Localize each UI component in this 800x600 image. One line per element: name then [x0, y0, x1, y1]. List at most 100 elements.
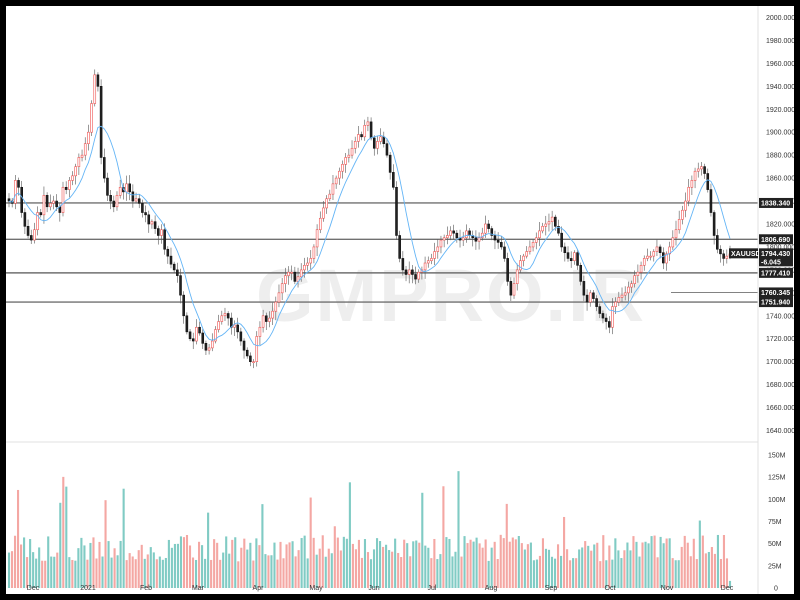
price-tick-label: 1880.000: [766, 153, 794, 160]
volume-bar: [179, 536, 183, 588]
candle-up: [315, 229, 319, 248]
volume-bar: [339, 550, 342, 588]
volume-bar: [641, 542, 644, 588]
candle-up: [309, 258, 313, 264]
candle-up: [14, 180, 17, 204]
volume-bar: [632, 536, 635, 588]
candle-down: [395, 186, 398, 236]
volume-bar: [80, 537, 83, 588]
candle-down: [703, 166, 706, 174]
volume-tick-label: 150M: [768, 452, 786, 459]
volume-bar: [216, 542, 219, 588]
volume-bar: [95, 558, 98, 588]
volume-bar: [351, 543, 354, 588]
candle-up: [693, 170, 697, 181]
candle-up: [93, 74, 97, 104]
time-tick-label: Dec: [721, 585, 734, 592]
volume-bar: [394, 538, 397, 588]
candle-down: [372, 137, 376, 149]
volume-bar: [176, 543, 179, 588]
candle-down: [99, 86, 103, 158]
volume-bar: [252, 560, 255, 588]
volume-bar: [379, 541, 382, 588]
candle-down: [604, 317, 608, 322]
volume-bar: [478, 543, 481, 588]
time-tick-label: Mar: [192, 585, 205, 592]
candle-down: [23, 212, 27, 227]
candle-down: [493, 235, 497, 241]
candle-down: [722, 253, 725, 259]
volume-bar: [704, 553, 707, 588]
price-tick-label: 1720.000: [766, 336, 794, 343]
volume-bar: [62, 476, 65, 588]
candle-up: [61, 186, 65, 213]
candle-down: [179, 275, 182, 296]
volume-bar: [288, 542, 291, 588]
candle-down: [382, 136, 386, 144]
volume-bar: [722, 534, 726, 588]
candle-down: [404, 269, 408, 275]
candle-up: [665, 253, 668, 264]
volume-bar: [285, 544, 288, 588]
volume-bar: [508, 541, 511, 588]
candle-down: [112, 200, 116, 208]
candle-up: [696, 168, 700, 172]
volume-bar: [638, 556, 641, 588]
candle-up: [525, 251, 529, 257]
price-chart-panel[interactable]: GMPRO.IR 2000.000 1980.000 1960.000 1940.00…: [6, 6, 795, 594]
candle-up: [306, 262, 309, 266]
time-tick-label: Jun: [368, 585, 379, 592]
volume-bar: [13, 535, 17, 588]
volume-bar: [110, 557, 113, 588]
candle-up: [642, 258, 646, 266]
volume-bar: [674, 560, 677, 588]
candle-up: [512, 283, 516, 296]
volume-bar: [294, 556, 297, 588]
candle-up: [547, 221, 551, 225]
candle-down: [414, 274, 417, 280]
volume-bar: [590, 550, 593, 588]
time-axis-ticks: Dec 2021 Feb Mar Apr May Jun Jul Aug Sep Oct Nov Dec: [27, 585, 734, 592]
volume-bar: [321, 535, 324, 588]
candle-down: [103, 157, 106, 179]
candlestick-chart[interactable]: GMPRO.IR 2000.0001980.0001960.0001940.00…: [6, 6, 795, 594]
volume-bar: [514, 539, 517, 588]
volume-bars: [7, 471, 732, 588]
candle-down: [398, 235, 401, 259]
volume-bar: [629, 550, 632, 588]
candle-down: [172, 263, 176, 271]
volume-bar: [119, 540, 122, 588]
volume-bar: [372, 549, 376, 588]
volume-bar: [472, 541, 475, 588]
candle-up: [366, 121, 370, 126]
candle-up: [436, 246, 440, 252]
volume-bar: [701, 535, 704, 588]
volume-bar: [10, 551, 14, 588]
volume-bar: [276, 559, 279, 588]
volume-bar: [191, 557, 195, 588]
volume-bar: [107, 541, 110, 588]
candle-up: [550, 216, 554, 223]
volume-bar: [101, 556, 104, 588]
volume-bar: [656, 557, 659, 588]
candle-up: [515, 269, 519, 284]
candle-up: [214, 329, 217, 342]
candle-up: [519, 260, 522, 271]
price-tick-label: 1920.000: [766, 107, 794, 114]
volume-bar: [593, 544, 596, 588]
candle-up: [223, 313, 227, 317]
candle-down: [141, 203, 144, 213]
candle-up: [534, 237, 538, 243]
candle-up: [646, 255, 649, 259]
candle-up: [49, 203, 52, 208]
candle-down: [503, 246, 506, 259]
volume-bar: [158, 556, 161, 588]
volume-bar: [270, 555, 273, 588]
candle-up: [255, 336, 259, 362]
volume-bar: [412, 541, 415, 588]
volume-bar: [56, 552, 59, 588]
candle-up: [588, 292, 592, 303]
candle-down: [554, 216, 557, 227]
candle-up: [322, 207, 325, 219]
volume-bar: [309, 497, 312, 588]
